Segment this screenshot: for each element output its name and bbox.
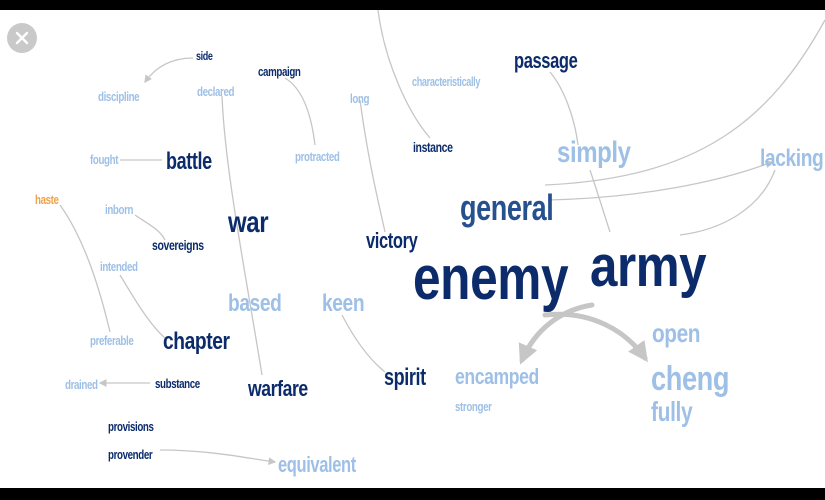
word-network-canvas: side campaign passage discipline declared lon… <box>0 10 825 488</box>
word-warfare: warfare <box>248 376 308 401</box>
word-intended: intended <box>100 259 138 274</box>
word-instance: instance <box>413 139 453 155</box>
edge-haste-preferable <box>59 204 111 333</box>
edge-passage-simply <box>549 71 579 146</box>
edge-enemy-cheng <box>542 311 648 363</box>
word-open: open <box>652 318 701 348</box>
edge-long-victory <box>359 99 386 233</box>
close-icon <box>15 31 29 45</box>
edge-simply-army <box>589 169 611 233</box>
word-war: war <box>228 206 269 239</box>
edge-layer <box>59 10 825 466</box>
word-preferable: preferable <box>90 333 134 348</box>
word-substance: substance <box>155 376 200 391</box>
word-battle: battle <box>166 148 212 175</box>
word-drained: drained <box>65 377 98 392</box>
edge-provender-equivalent <box>159 449 277 466</box>
word-lacking: lacking <box>760 145 824 172</box>
word-army: army <box>590 234 707 299</box>
word-equivalent: equivalent <box>278 452 356 477</box>
edge-declared-warfare <box>221 95 263 376</box>
edge-keen-spirit <box>341 314 386 373</box>
word-haste: haste <box>35 192 59 207</box>
word-victory: victory <box>366 228 418 253</box>
word-discipline: discipline <box>98 89 140 104</box>
word-passage: passage <box>514 48 578 73</box>
edge-top-instance <box>377 10 431 139</box>
word-characteristically: characteristically <box>412 74 481 89</box>
word-side: side <box>196 49 213 63</box>
word-provender: provender <box>108 447 153 462</box>
word-inborn: inborn <box>105 202 134 217</box>
edge-army-encamped <box>518 302 595 365</box>
close-button[interactable] <box>7 23 37 53</box>
word-stronger: stronger <box>455 399 492 414</box>
word-fought: fought <box>90 152 119 167</box>
word-protracted: protracted <box>295 149 340 164</box>
word-campaign: campaign <box>258 64 301 79</box>
edge-inborn-sovereigns <box>134 214 166 241</box>
word-sovereigns: sovereigns <box>152 237 204 253</box>
word-general: general <box>460 187 554 228</box>
edge-campaign-protracted <box>284 77 316 146</box>
word-long: long <box>350 91 370 106</box>
word-encamped: encamped <box>455 364 539 389</box>
edge-army-lacking <box>679 169 776 236</box>
word-provisions: provisions <box>108 419 154 434</box>
edge-intended-chapter <box>119 274 166 339</box>
word-declared: declared <box>197 84 235 99</box>
word-simply: simply <box>557 136 631 169</box>
word-spirit: spirit <box>384 364 426 391</box>
word-keen: keen <box>322 290 365 317</box>
edge-top-right-lacking <box>544 19 825 186</box>
word-based: based <box>228 290 282 317</box>
word-fully: fully <box>651 396 693 427</box>
edge-general-lacking <box>547 160 774 201</box>
word-enemy: enemy <box>413 244 569 313</box>
edge-side-discipline <box>144 57 194 84</box>
word-cheng: cheng <box>651 360 730 398</box>
word-chapter: chapter <box>163 328 230 355</box>
